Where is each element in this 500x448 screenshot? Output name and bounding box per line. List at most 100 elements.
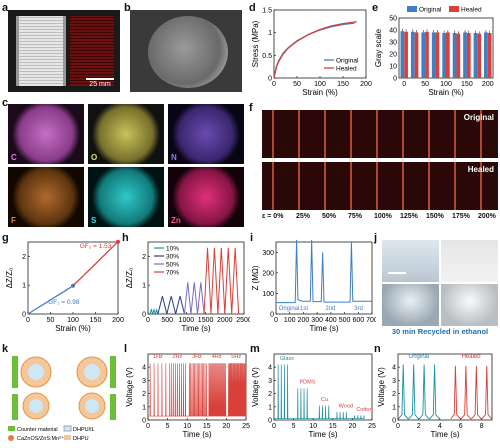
x-tick-label: 5 xyxy=(292,423,296,430)
bar-original xyxy=(484,32,488,78)
sem-cross-section xyxy=(130,10,242,92)
eds-map-zn: Zn xyxy=(168,167,244,227)
y-tick-label: 1 xyxy=(268,30,272,37)
y-axis-label: Voltage (V) xyxy=(125,367,134,407)
bar-original xyxy=(400,31,405,78)
annotation-2hz: 2Hz xyxy=(173,354,183,360)
x-tick-label: 100 xyxy=(67,317,79,324)
series-line-70% xyxy=(203,247,240,315)
x-tick-label: 4 xyxy=(438,423,442,430)
x-tick-label: 150 xyxy=(337,81,349,88)
annotation-gf1: GF₁ = 0.98 xyxy=(48,299,80,306)
legend-label: Healed xyxy=(462,354,481,360)
chart-g-gauge-factor: 0 50 100 150 200 0 1 2 Strain (%) ΔZ/Z₀ GF₂ = 1.53… xyxy=(5,239,124,333)
y-tick-label: 3 xyxy=(268,378,272,385)
bar-original xyxy=(410,31,415,78)
eds-map-s: S xyxy=(88,167,164,227)
x-tick-label: 50 xyxy=(293,81,301,88)
chart-e-gray-scale: 0 10 20 30 40 50 0 50 100 150 200 Strain (%) Gray sc… xyxy=(374,6,494,97)
recycling-photos: 30 min Recycled in ethanol xyxy=(382,240,498,338)
y-tick-label: 0 xyxy=(268,76,272,83)
bar-healed xyxy=(404,31,408,78)
x-tick-label: 8 xyxy=(480,423,484,430)
annotation-wood: Wood xyxy=(339,403,353,409)
plot-frame xyxy=(275,241,373,315)
x-tick-label: 1000 xyxy=(179,317,195,324)
bar-healed xyxy=(446,32,450,78)
annotation-3hz: 3Hz xyxy=(192,354,202,360)
panel-label-n: n xyxy=(374,343,381,355)
original-strip-label: Original xyxy=(463,113,494,122)
x-tick-label: 0 xyxy=(272,423,276,430)
fiber-cross-section-image xyxy=(148,16,228,88)
panel-label-f: f xyxy=(249,102,253,114)
y-tick-label: 0.5 xyxy=(262,53,272,60)
strain-label: 25% xyxy=(296,213,311,220)
x-axis-label: Strain (%) xyxy=(428,88,464,97)
y-tick-label: 4 xyxy=(392,365,396,372)
beaker-cloudy-image xyxy=(441,284,498,326)
chart-d-stress-strain: 0 50 100 150 200 0 0.5 1 1.5 Strain (%) Stress (MP… xyxy=(251,8,372,98)
legend-swatch xyxy=(407,6,417,12)
x-tick-label: 200 xyxy=(360,81,372,88)
panel-label-c: c xyxy=(2,97,9,109)
legend-label: Healed xyxy=(461,7,482,14)
y-tick-label: 0 xyxy=(268,418,272,425)
x-tick-label: 50 xyxy=(47,317,55,324)
x-tick-label: 2000 xyxy=(217,317,233,324)
y-tick-label: 2 xyxy=(142,391,146,398)
annotation-2nd: 2nd xyxy=(325,306,335,312)
bar-healed xyxy=(435,32,440,78)
y-tick-label: 200 xyxy=(262,270,274,277)
x-tick-label: 500 xyxy=(339,317,351,324)
panel-label-j: j xyxy=(374,232,378,244)
eds-map-c: C xyxy=(8,104,84,164)
x-axis-label: Time (s) xyxy=(309,324,338,333)
y-tick-label: 0 xyxy=(270,312,274,319)
y-tick-label: 0 xyxy=(22,312,26,319)
legend-label: 10% xyxy=(166,246,179,253)
x-tick-label: 300 xyxy=(311,317,323,324)
strain-labels: ε = 0% 25% 50% 75% 100% 125% 150% 175% 200% xyxy=(262,213,498,225)
series-line-healed xyxy=(450,365,492,420)
x-axis-label: Time (s) xyxy=(182,430,211,439)
x-tick-label: 200 xyxy=(298,317,310,324)
bar-original xyxy=(442,33,446,78)
x-tick-label: 2 xyxy=(417,423,421,430)
x-axis-label: Time (s) xyxy=(308,430,337,439)
y-tick-label: 20 xyxy=(389,52,397,59)
plot-frame xyxy=(273,353,373,421)
x-tick-label: 700 xyxy=(366,317,376,324)
plot-frame xyxy=(147,241,245,315)
y-tick-label: 4 xyxy=(268,365,272,372)
y-tick-label: 4 xyxy=(142,365,146,372)
legend-counter-material: Counter material xyxy=(17,427,58,433)
y-tick-label: 0 xyxy=(142,418,146,425)
x-tick-label: 200 xyxy=(112,317,124,324)
annotation-1st: 1st xyxy=(300,306,308,312)
series-line-healed xyxy=(273,21,357,79)
x-tick-label: 2500 xyxy=(236,317,250,324)
strain-label: ε = 0% xyxy=(262,213,284,220)
y-tick-label: 2 xyxy=(142,254,146,261)
x-tick-label: 150 xyxy=(90,317,102,324)
annotation-pdms: PDMS xyxy=(299,380,315,386)
spool-red-image xyxy=(70,16,114,86)
strain-label: 125% xyxy=(400,213,418,220)
bar-healed xyxy=(466,33,471,78)
x-tick-label: 25 xyxy=(242,423,250,430)
schematic-stage-1 xyxy=(12,356,52,388)
x-axis-label: Time (s) xyxy=(181,324,210,333)
legend-dhpu: DHPU xyxy=(73,436,89,442)
x-tick-label: 10 xyxy=(309,423,317,430)
bar-healed xyxy=(425,31,429,78)
vial-clear-image xyxy=(382,240,439,282)
annotation-3rd: 3rd xyxy=(354,306,363,312)
bar-healed xyxy=(477,33,482,78)
bar-healed xyxy=(414,32,419,78)
annotation-4hz: 4Hz xyxy=(212,354,222,360)
healed-strip-label: Healed xyxy=(467,165,494,174)
annotation-glass: Glass xyxy=(280,356,294,362)
voltage-trace xyxy=(274,364,365,420)
